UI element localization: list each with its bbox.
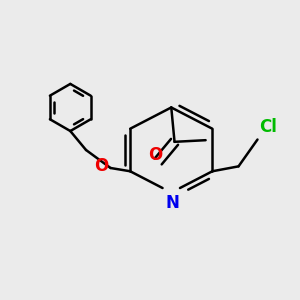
- Text: O: O: [148, 146, 162, 164]
- Text: O: O: [94, 158, 108, 175]
- Text: Cl: Cl: [259, 118, 277, 136]
- Text: N: N: [166, 194, 180, 212]
